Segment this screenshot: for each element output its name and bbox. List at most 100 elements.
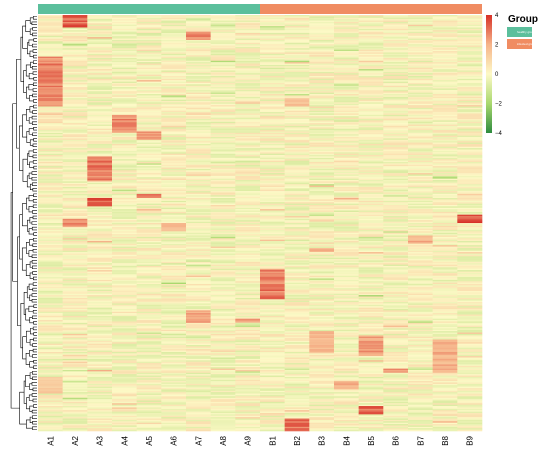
heatmap-cell	[161, 242, 187, 245]
heatmap-cell	[235, 339, 261, 342]
heatmap-cell	[408, 241, 433, 243]
heatmap-cell	[235, 374, 261, 376]
heatmap-cell	[383, 311, 409, 314]
heatmap-cell	[186, 76, 211, 78]
dendrogram-branch	[32, 265, 37, 270]
heatmap-cell	[260, 363, 285, 365]
heatmap-cell	[210, 379, 236, 382]
heatmap-cell	[408, 418, 433, 421]
heatmap-cell	[161, 349, 187, 351]
heatmap-cell	[284, 424, 310, 426]
heatmap-cell	[358, 42, 384, 45]
heatmap-cell	[161, 250, 187, 253]
heatmap-cell	[334, 374, 359, 376]
heatmap-cell	[408, 17, 433, 20]
heatmap-cell	[161, 346, 187, 349]
heatmap-cell	[38, 44, 63, 46]
heatmap-cell	[136, 310, 162, 313]
heatmap-cell	[136, 155, 162, 157]
heatmap-cell	[284, 170, 310, 172]
heatmap-cell	[260, 155, 285, 157]
heatmap-cell	[408, 152, 433, 154]
heatmap-cell	[235, 358, 261, 361]
heatmap-cell	[284, 120, 310, 123]
heatmap-cell	[260, 354, 285, 357]
heatmap-cell	[334, 107, 359, 110]
heatmap-cell	[358, 357, 384, 360]
heatmap-cell	[112, 403, 137, 405]
heatmap-cell	[284, 146, 310, 149]
heatmap-cell	[62, 167, 88, 170]
heatmap-cell	[358, 85, 384, 88]
heatmap-cell	[358, 322, 384, 325]
heatmap-cell	[210, 38, 236, 41]
heatmap-cell	[383, 363, 409, 365]
heatmap-cell	[334, 53, 359, 56]
heatmap-cell	[38, 363, 63, 365]
heatmap-cell	[284, 196, 310, 199]
heatmap-cell	[136, 361, 162, 364]
heatmap-cell	[136, 339, 162, 342]
heatmap-cell	[210, 386, 236, 389]
heatmap-cell	[62, 198, 88, 200]
heatmap-cell	[284, 383, 310, 386]
heatmap-cell	[186, 411, 211, 414]
heatmap-cell	[309, 102, 335, 105]
heatmap-cell	[210, 338, 236, 340]
heatmap-cell	[112, 232, 137, 235]
heatmap-cell	[260, 351, 285, 354]
heatmap-cell	[186, 124, 211, 127]
heatmap-cell	[260, 131, 285, 134]
heatmap-cell	[210, 353, 236, 356]
heatmap-cell	[284, 325, 310, 328]
heatmap-cell	[186, 28, 211, 31]
heatmap-cell	[408, 361, 433, 364]
heatmap-cell	[408, 415, 433, 418]
heatmap-cell	[284, 372, 310, 375]
heatmap-cell	[186, 399, 211, 401]
heatmap-cell	[334, 381, 359, 383]
heatmap-cell	[358, 386, 384, 389]
heatmap-cell	[62, 64, 88, 67]
heatmap-cell	[383, 303, 409, 306]
heatmap-cell	[334, 77, 359, 80]
heatmap-cell	[260, 394, 285, 397]
heatmap-cell	[112, 173, 137, 175]
heatmap-cell	[112, 388, 137, 390]
heatmap-cell	[235, 37, 261, 39]
heatmap-cell	[432, 20, 458, 23]
heatmap-cell	[284, 356, 310, 358]
heatmap-cell	[210, 293, 236, 296]
heatmap-cell	[161, 189, 187, 192]
heatmap-cell	[112, 339, 137, 342]
heatmap-cell	[161, 386, 187, 389]
heatmap-cell	[87, 272, 113, 275]
heatmap-cell	[260, 89, 285, 92]
heatmap-cell	[260, 178, 285, 181]
heatmap-cell	[284, 87, 310, 89]
heatmap-cell	[62, 33, 88, 35]
heatmap-cell	[112, 381, 137, 383]
heatmap-cell	[235, 213, 261, 215]
heatmap-cell	[408, 321, 433, 324]
heatmap-cell	[284, 254, 310, 257]
heatmap-cell	[210, 82, 236, 85]
heatmap-cell	[136, 112, 162, 114]
heatmap-cell	[161, 361, 187, 364]
group-bar-segment	[38, 4, 260, 14]
heatmap-cell	[408, 94, 433, 96]
heatmap-cell	[136, 333, 162, 336]
heatmap-cell	[260, 218, 285, 221]
heatmap-cell	[309, 368, 335, 371]
heatmap-cell	[186, 225, 211, 228]
heatmap-cell	[358, 191, 384, 193]
heatmap-cell	[210, 281, 236, 283]
heatmap-cell	[136, 55, 162, 57]
heatmap-cell	[408, 343, 433, 346]
heatmap-cell	[186, 81, 211, 84]
heatmap-cell	[260, 134, 285, 136]
heatmap-cell	[408, 24, 433, 27]
heatmap-cell	[87, 288, 113, 290]
heatmap-cell	[260, 30, 285, 32]
heatmap-cell	[309, 67, 335, 70]
